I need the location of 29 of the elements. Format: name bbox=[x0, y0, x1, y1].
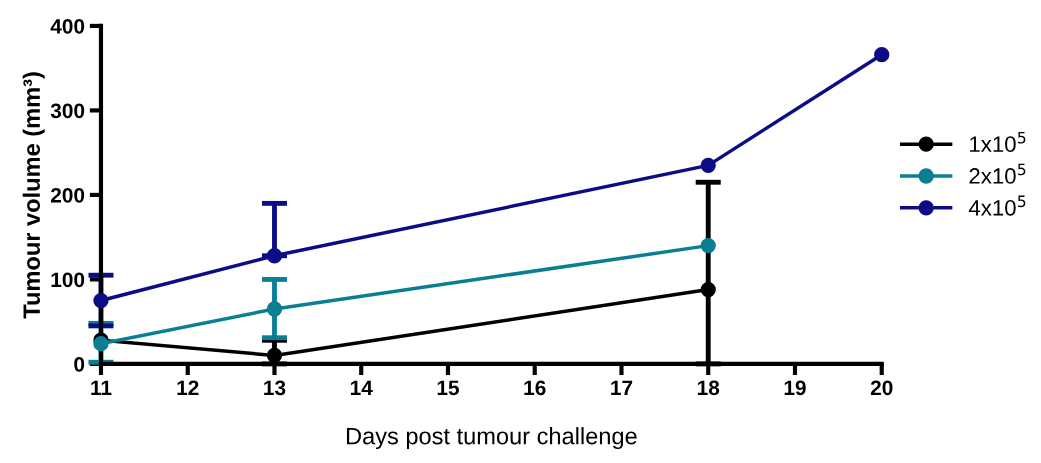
y-tick-label: 0 bbox=[74, 356, 85, 372]
y-tick-label: 300 bbox=[50, 103, 85, 119]
x-tick-label: 12 bbox=[177, 380, 199, 395]
x-tick-label: 11 bbox=[91, 380, 112, 395]
x-tick-label: 18 bbox=[697, 380, 720, 396]
point bbox=[93, 335, 109, 352]
point bbox=[266, 248, 283, 264]
x-axis-title: Days post tumour challenge bbox=[346, 427, 637, 450]
y-tick-label: 400 bbox=[50, 18, 85, 34]
x-tick-label: 20 bbox=[870, 380, 893, 396]
legend-label: 2x10$^{5}$ bbox=[969, 163, 1026, 184]
point bbox=[700, 237, 716, 254]
legend-label: 4x10$^{5}$ bbox=[968, 195, 1026, 216]
point bbox=[874, 47, 890, 63]
legend-label: 1x10$^{5}$ bbox=[970, 131, 1026, 153]
x-tick-label: 19 bbox=[784, 380, 806, 396]
x-tick-label: 16 bbox=[524, 380, 546, 396]
x-tick-label: 13 bbox=[264, 380, 286, 396]
point bbox=[93, 292, 109, 309]
point bbox=[700, 157, 716, 173]
x-tick-label: 17 bbox=[611, 380, 633, 395]
point bbox=[266, 301, 283, 317]
point bbox=[700, 281, 716, 298]
x-tick-label: 15 bbox=[437, 380, 459, 396]
point bbox=[266, 347, 283, 364]
y-tick-label: 200 bbox=[50, 187, 85, 203]
x-tick-label: 14 bbox=[350, 380, 373, 395]
y-tick-label: 100 bbox=[51, 272, 85, 288]
y-axis-title: Tumour volume (mm³) bbox=[22, 72, 45, 319]
